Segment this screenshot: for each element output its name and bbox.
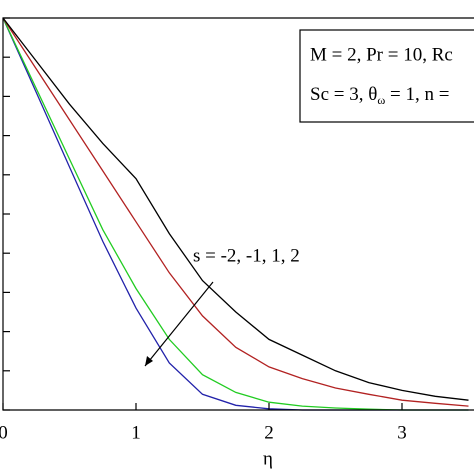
legend-subscript: ω [377, 93, 385, 107]
legend-line: Sc = 3, θω = 1, n = [310, 84, 449, 106]
series-line [2, 17, 469, 407]
legend-box [299, 29, 474, 123]
arrow [144, 281, 214, 367]
x-axis-label: η [263, 448, 273, 469]
legend-text: = 1, n = [385, 84, 449, 105]
arrow-head [145, 356, 153, 366]
annotation: s = -2, -1, 1, 2 [193, 245, 300, 266]
x-tick-label: 1 [131, 422, 141, 443]
x-tick-label: 3 [397, 422, 407, 443]
series-line [2, 17, 469, 401]
x-tick-label: 0 [0, 422, 8, 443]
legend-text: Sc = 3, θ [310, 84, 377, 105]
legend-line: M = 2, Pr = 10, Rc [310, 44, 453, 65]
x-tick-label: 2 [264, 422, 274, 443]
